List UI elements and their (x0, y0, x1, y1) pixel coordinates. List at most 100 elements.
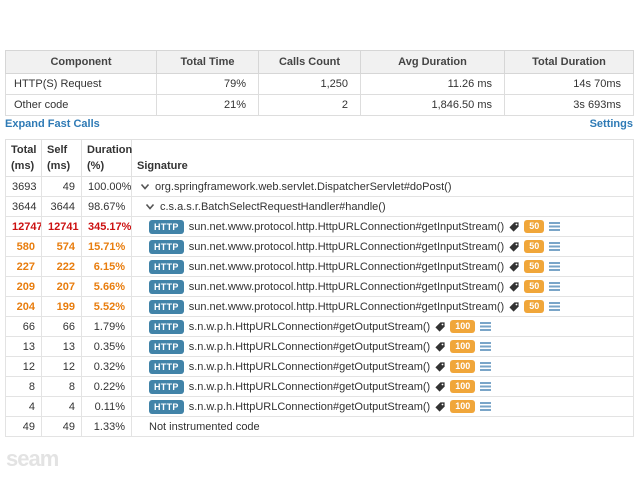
chevron-down-icon[interactable] (140, 182, 150, 191)
call-tree-row[interactable]: 3644 3644 98.67% c.s.a.s.r.BatchSelectReque… (5, 196, 634, 217)
call-count-badge: 100 (450, 360, 476, 373)
signature-text: s.n.w.p.h.HttpURLConnection#getOutputStr… (188, 400, 431, 413)
total-ms-value: 66 (5, 316, 42, 337)
trace-lines-icon[interactable] (480, 362, 492, 371)
tag-icon (435, 401, 445, 412)
duration-pct-value: 0.11% (81, 396, 132, 417)
col-self-ms: Self (ms) (41, 139, 82, 177)
call-tree-row[interactable]: 209 207 5.66% HTTP sun.net.www.protocol.http… (5, 276, 634, 297)
avg-duration-value: 1,846.50 ms (360, 94, 505, 116)
settings-link[interactable]: Settings (589, 118, 633, 130)
signature-text: c.s.a.s.r.BatchSelectRequestHandler#hand… (160, 200, 386, 213)
call-count-badge: 50 (524, 280, 545, 293)
http-badge: HTTP (149, 259, 184, 274)
signature-text: s.n.w.p.h.HttpURLConnection#getOutputStr… (188, 360, 431, 373)
signature-text: sun.net.www.protocol.http.HttpURLConnect… (188, 240, 505, 253)
expand-fast-calls-link[interactable]: Expand Fast Calls (5, 118, 100, 130)
duration-pct-value: 0.22% (81, 376, 132, 397)
self-ms-value: 199 (41, 296, 82, 317)
chevron-down-icon[interactable] (145, 202, 155, 211)
http-badge: HTTP (149, 239, 184, 254)
signature-cell: org.springframework.web.servlet.Dispatch… (131, 176, 634, 197)
signature-cell: HTTP s.n.w.p.h.HttpURLConnection#getOutpu… (131, 336, 634, 357)
call-tree-row[interactable]: 204 199 5.52% HTTP sun.net.www.protocol.http… (5, 296, 634, 317)
trace-lines-icon[interactable] (480, 402, 492, 411)
self-ms-value: 222 (41, 256, 82, 277)
signature-cell: HTTP s.n.w.p.h.HttpURLConnection#getOutpu… (131, 356, 634, 377)
watermark: seam (6, 446, 59, 471)
total-ms-value: 209 (5, 276, 42, 297)
signature-text: s.n.w.p.h.HttpURLConnection#getOutputStr… (188, 340, 431, 353)
signature-text: org.springframework.web.servlet.Dispatch… (155, 180, 452, 193)
signature-text: sun.net.www.protocol.http.HttpURLConnect… (188, 300, 505, 313)
call-tree-row[interactable]: 8 8 0.22% HTTP s.n.w.p.h.HttpURLConnection#g… (5, 376, 634, 397)
duration-pct-value: 15.71% (81, 236, 132, 257)
call-tree-row[interactable]: 13 13 0.35% HTTP s.n.w.p.h.HttpURLConnection… (5, 336, 634, 357)
trace-lines-icon[interactable] (549, 242, 561, 251)
duration-pct-value: 6.15% (81, 256, 132, 277)
signature-cell: Not instrumented code (131, 416, 634, 437)
total-ms-value: 12747 (5, 216, 42, 237)
total-ms-value: 12 (5, 356, 42, 377)
total-duration-value: 3s 693ms (504, 94, 634, 116)
tag-icon (435, 381, 445, 392)
duration-pct-value: 100.00% (81, 176, 132, 197)
call-count-badge: 100 (450, 400, 476, 413)
call-tree-row[interactable]: 4 4 0.11% HTTP s.n.w.p.h.HttpURLConnection#g… (5, 396, 634, 417)
call-tree-row[interactable]: 580 574 15.71% HTTP sun.net.www.protocol.htt… (5, 236, 634, 257)
self-ms-value: 13 (41, 336, 82, 357)
total-ms-value: 3693 (5, 176, 42, 197)
summary-col-calls-count: Calls Count (258, 50, 361, 74)
call-count-badge: 50 (524, 260, 545, 273)
http-badge: HTTP (149, 399, 184, 414)
call-tree-row[interactable]: 49 49 1.33% Not instrumented code (5, 416, 634, 437)
signature-cell: HTTP sun.net.www.protocol.http.HttpURLCon… (131, 236, 634, 257)
calls-count-value: 1,250 (258, 73, 361, 95)
component-label: HTTP(S) Request (5, 73, 157, 95)
summary-header-row: Component Total Time Calls Count Avg Dur… (5, 50, 634, 74)
total-ms-value: 49 (5, 416, 42, 437)
call-tree-row[interactable]: 12747 12741 345.17% HTTP sun.net.www.protoco… (5, 216, 634, 237)
call-tree-row[interactable]: 66 66 1.79% HTTP s.n.w.p.h.HttpURLConnection… (5, 316, 634, 337)
http-badge: HTTP (149, 219, 184, 234)
self-ms-value: 4 (41, 396, 82, 417)
tag-icon (509, 281, 519, 292)
trace-lines-icon[interactable] (480, 382, 492, 391)
signature-cell: HTTP s.n.w.p.h.HttpURLConnection#getOutpu… (131, 376, 634, 397)
self-ms-value: 12741 (41, 216, 82, 237)
signature-cell: c.s.a.s.r.BatchSelectRequestHandler#hand… (131, 196, 634, 217)
call-tree-row[interactable]: 12 12 0.32% HTTP s.n.w.p.h.HttpURLConnection… (5, 356, 634, 377)
duration-pct-value: 5.52% (81, 296, 132, 317)
trace-lines-icon[interactable] (549, 282, 561, 291)
trace-lines-icon[interactable] (549, 262, 561, 271)
call-count-badge: 50 (524, 300, 545, 313)
calls-count-value: 2 (258, 94, 361, 116)
call-tree-row[interactable]: 227 222 6.15% HTTP sun.net.www.protocol.http… (5, 256, 634, 277)
signature-text: sun.net.www.protocol.http.HttpURLConnect… (188, 280, 505, 293)
trace-lines-icon[interactable] (549, 222, 561, 231)
summary-row-other-code: Other code 21% 2 1,846.50 ms 3s 693ms (5, 94, 634, 116)
tag-icon (509, 221, 519, 232)
call-tree-row[interactable]: 3693 49 100.00% org.springframework.web.ser… (5, 176, 634, 197)
total-ms-value: 3644 (5, 196, 42, 217)
signature-cell: HTTP s.n.w.p.h.HttpURLConnection#getOutpu… (131, 396, 634, 417)
links-bar: Expand Fast Calls Settings (5, 118, 633, 130)
tag-icon (435, 321, 445, 332)
trace-lines-icon[interactable] (480, 322, 492, 331)
trace-lines-icon[interactable] (480, 342, 492, 351)
call-tree-header-row: Total (ms) Self (ms) Duration (%) Signature (5, 139, 634, 177)
tag-icon (435, 361, 445, 372)
component-summary-table: Component Total Time Calls Count Avg Dur… (5, 50, 634, 116)
trace-lines-icon[interactable] (549, 302, 561, 311)
self-ms-value: 12 (41, 356, 82, 377)
total-ms-value: 4 (5, 396, 42, 417)
col-total-ms: Total (ms) (5, 139, 42, 177)
total-duration-value: 14s 70ms (504, 73, 634, 95)
signature-cell: HTTP sun.net.www.protocol.http.HttpURLCon… (131, 216, 634, 237)
signature-cell: HTTP s.n.w.p.h.HttpURLConnection#getOutpu… (131, 316, 634, 337)
duration-pct-value: 98.67% (81, 196, 132, 217)
duration-pct-value: 1.33% (81, 416, 132, 437)
call-count-badge: 100 (450, 380, 476, 393)
duration-pct-value: 0.32% (81, 356, 132, 377)
http-badge: HTTP (149, 339, 184, 354)
